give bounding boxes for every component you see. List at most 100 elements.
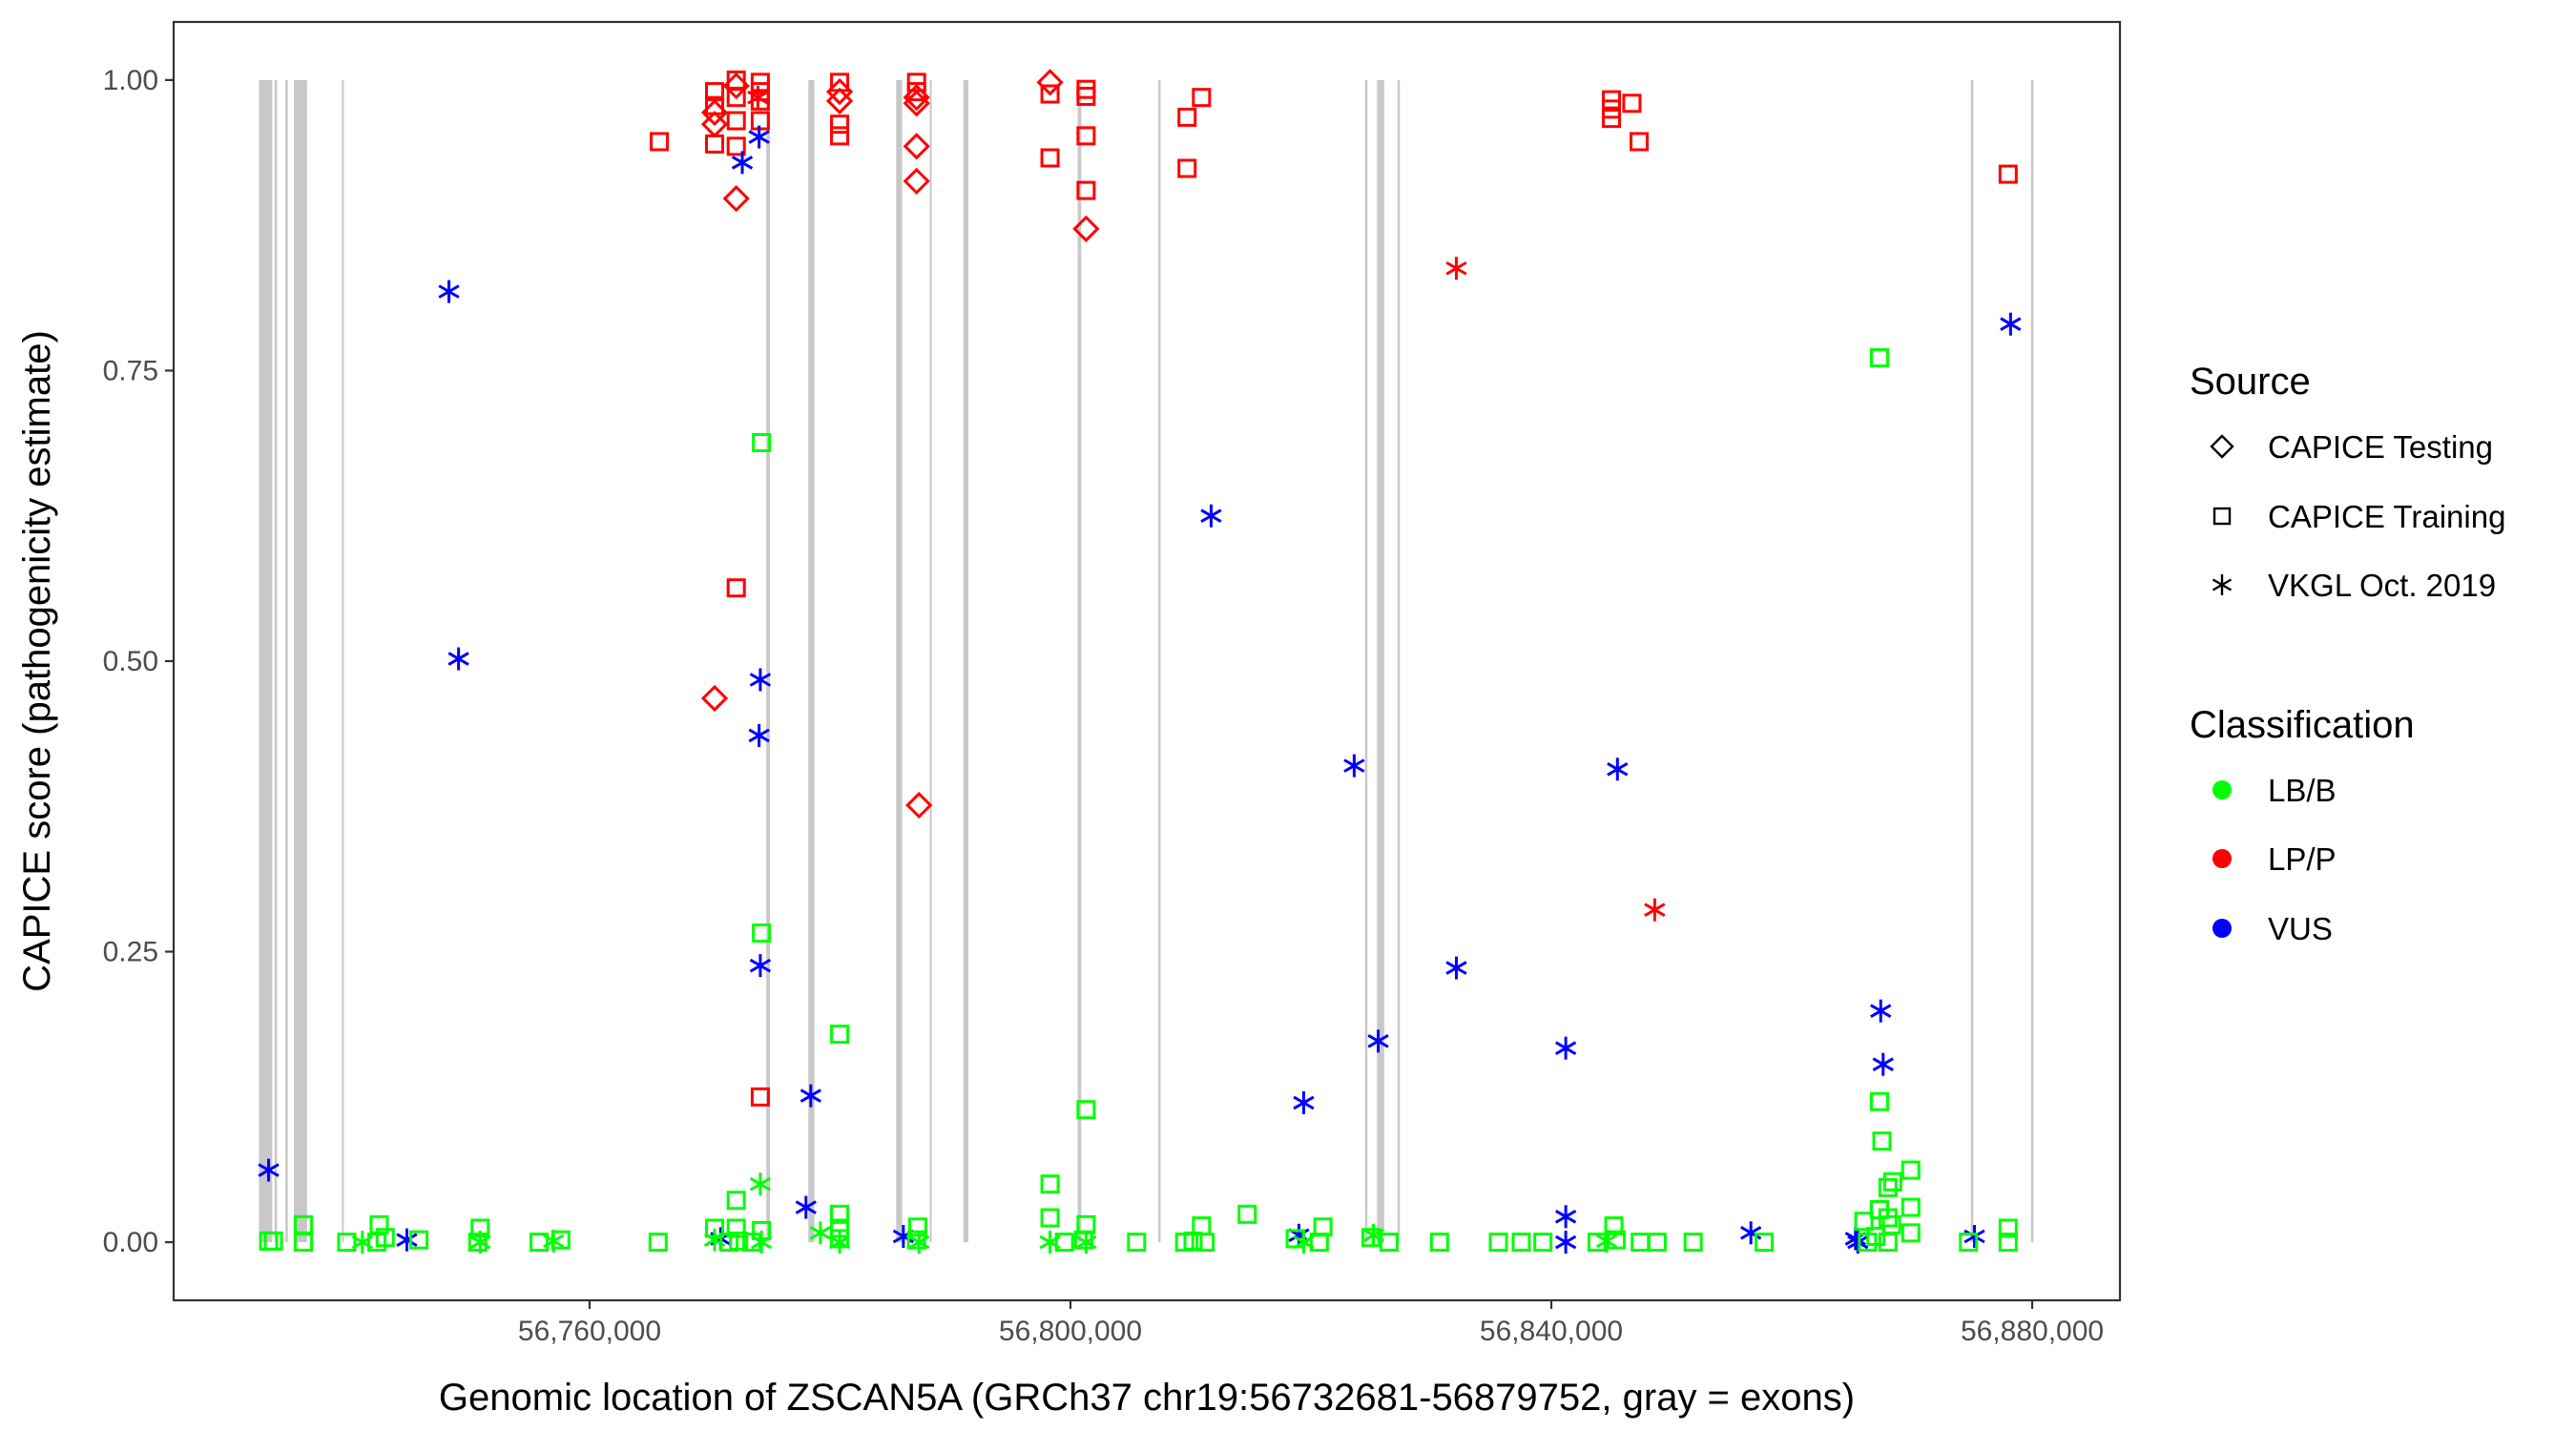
plot-panel-background bbox=[174, 22, 2120, 1300]
data-point bbox=[294, 1233, 314, 1253]
data-point bbox=[1554, 1205, 1577, 1229]
data-point bbox=[375, 1228, 395, 1248]
y-tick-label: 0.00 bbox=[103, 1227, 158, 1258]
data-point bbox=[409, 1230, 429, 1250]
exon-band bbox=[929, 79, 932, 1243]
y-axis-title: CAPICE score (pathogenicity estimate) bbox=[16, 330, 58, 992]
x-axis: 56,760,000 56,800,000 56,840,000 56,880,000 bbox=[518, 1300, 2104, 1347]
data-point bbox=[551, 1230, 571, 1250]
data-point bbox=[750, 1087, 770, 1107]
data-point bbox=[1554, 1036, 1577, 1060]
data-point bbox=[1629, 132, 1649, 152]
data-point bbox=[1177, 158, 1197, 178]
data-point bbox=[749, 668, 772, 692]
data-point bbox=[749, 1172, 772, 1196]
data-point bbox=[1076, 126, 1096, 146]
data-point bbox=[1036, 69, 1064, 96]
data-point bbox=[337, 1233, 357, 1253]
x-axis-title: Genomic location of ZSCAN5A (GRCh37 chr1… bbox=[439, 1377, 1855, 1419]
square-icon bbox=[2212, 507, 2232, 526]
data-point bbox=[1040, 148, 1060, 168]
data-point bbox=[1740, 1221, 1762, 1245]
data-point bbox=[748, 723, 770, 747]
data-point bbox=[1755, 1233, 1775, 1253]
data-point bbox=[1998, 1233, 2018, 1253]
data-point bbox=[650, 132, 670, 152]
legend-item-lpp: LP/P bbox=[2212, 841, 2337, 877]
data-point bbox=[1361, 1228, 1381, 1248]
data-point bbox=[1644, 898, 1666, 922]
legend-item-capice-testing: CAPICE Testing bbox=[2210, 429, 2493, 465]
x-tick-label: 56,880,000 bbox=[1961, 1316, 2104, 1347]
data-point bbox=[1554, 1231, 1577, 1255]
exon-band bbox=[294, 79, 307, 1243]
data-point bbox=[1901, 1160, 1921, 1180]
exon-band bbox=[1397, 79, 1401, 1243]
data-point bbox=[1445, 956, 1467, 980]
data-point bbox=[1073, 1230, 1093, 1250]
data-point bbox=[830, 114, 850, 135]
data-point bbox=[1901, 1223, 1921, 1243]
y-tick-label: 0.50 bbox=[103, 646, 158, 677]
data-point bbox=[752, 432, 772, 452]
data-point bbox=[700, 98, 729, 127]
data-point bbox=[1869, 348, 1889, 368]
data-point bbox=[1963, 1225, 1985, 1248]
data-point bbox=[749, 954, 772, 978]
legend-label: VUS bbox=[2268, 911, 2333, 946]
data-point bbox=[1445, 257, 1467, 280]
data-point bbox=[263, 1231, 283, 1251]
data-point bbox=[396, 1228, 418, 1252]
exon-band bbox=[1364, 79, 1368, 1243]
blue-dot-icon bbox=[2212, 919, 2232, 938]
red-dot-icon bbox=[2212, 849, 2232, 868]
data-point bbox=[747, 86, 769, 110]
data-point bbox=[729, 1231, 749, 1251]
exon-band bbox=[896, 79, 903, 1243]
legend-item-vkgl: VKGL Oct. 2019 bbox=[2212, 568, 2496, 603]
diamond-icon bbox=[2210, 434, 2234, 459]
legend-label: LB/B bbox=[2268, 773, 2337, 808]
data-point bbox=[1882, 1172, 1902, 1192]
data-point bbox=[467, 1233, 488, 1253]
exon-band bbox=[808, 79, 815, 1243]
data-point bbox=[1488, 1233, 1508, 1253]
exon-band bbox=[1970, 79, 1974, 1243]
data-point bbox=[809, 1221, 832, 1245]
data-point bbox=[1878, 1177, 1898, 1197]
legend-item-capice-training: CAPICE Training bbox=[2212, 499, 2505, 534]
data-point bbox=[719, 1233, 739, 1253]
y-axis: 0.00 0.25 0.50 0.75 1.00 bbox=[103, 65, 174, 1258]
data-point bbox=[903, 84, 930, 112]
data-point bbox=[1901, 1197, 1921, 1217]
data-point bbox=[1872, 1052, 1894, 1076]
data-point bbox=[722, 185, 750, 213]
data-point bbox=[1072, 215, 1100, 242]
x-tick-label: 56,840,000 bbox=[1480, 1316, 1623, 1347]
y-tick-label: 1.00 bbox=[103, 65, 158, 96]
data-point bbox=[726, 136, 746, 156]
exon-band bbox=[274, 79, 278, 1243]
data-point bbox=[1858, 1233, 1878, 1253]
data-point bbox=[530, 1233, 550, 1253]
data-point bbox=[1511, 1233, 1531, 1253]
x-tick-label: 56,760,000 bbox=[518, 1316, 661, 1347]
data-point bbox=[1870, 999, 1892, 1023]
data-point bbox=[1607, 1230, 1627, 1250]
data-point bbox=[830, 1204, 850, 1224]
data-point bbox=[1959, 1233, 1979, 1253]
data-point bbox=[1869, 1091, 1889, 1111]
data-point bbox=[1076, 180, 1096, 200]
exon-bands bbox=[259, 79, 2034, 1243]
data-point bbox=[1878, 1233, 1898, 1253]
y-tick-label: 0.25 bbox=[103, 937, 158, 968]
data-point bbox=[1192, 88, 1212, 108]
data-point bbox=[1237, 1204, 1257, 1224]
data-point bbox=[1367, 1029, 1389, 1053]
data-point bbox=[1054, 1233, 1074, 1253]
data-point bbox=[731, 151, 754, 175]
data-point bbox=[1998, 1218, 2018, 1238]
data-point bbox=[903, 90, 930, 117]
data-point bbox=[830, 126, 850, 146]
exon-band bbox=[1077, 79, 1082, 1243]
